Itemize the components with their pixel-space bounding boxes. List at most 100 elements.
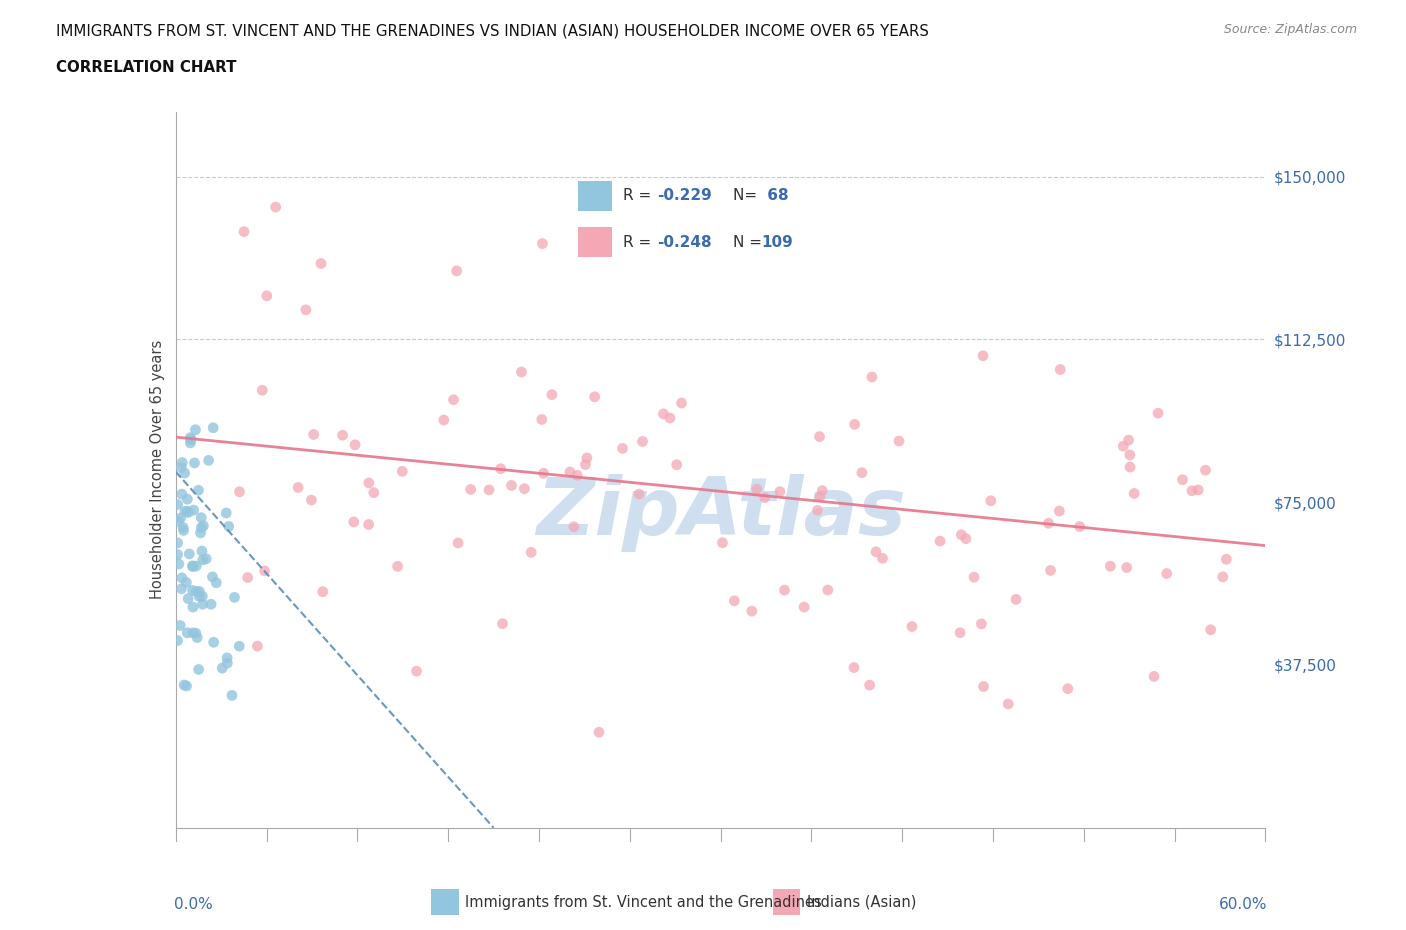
- Point: [754, 490, 776, 505]
- Point: [332, 428, 354, 443]
- Point: [217, 650, 239, 665]
- Point: [287, 480, 309, 495]
- Point: [929, 534, 952, 549]
- Point: [179, 435, 201, 450]
- Point: [501, 478, 523, 493]
- Text: IMMIGRANTS FROM ST. VINCENT AND THE GRENADINES VS INDIAN (ASIAN) HOUSEHOLDER INC: IMMIGRANTS FROM ST. VINCENT AND THE GREN…: [56, 23, 929, 38]
- Point: [180, 432, 202, 447]
- Point: [628, 486, 651, 501]
- Point: [177, 505, 200, 520]
- Point: [1112, 439, 1135, 454]
- Point: [811, 484, 834, 498]
- Point: [1194, 463, 1216, 478]
- Point: [187, 483, 209, 498]
- Point: [567, 468, 589, 483]
- Point: [887, 433, 910, 448]
- Y-axis label: Householder Income Over 65 years: Householder Income Over 65 years: [149, 340, 165, 599]
- Point: [309, 256, 332, 271]
- Point: [170, 460, 193, 475]
- Point: [176, 625, 198, 640]
- Point: [574, 457, 596, 472]
- Point: [658, 410, 681, 425]
- Point: [741, 604, 763, 618]
- Point: [1047, 503, 1070, 518]
- Point: [176, 575, 198, 590]
- Point: [197, 453, 219, 468]
- Point: [190, 520, 212, 535]
- Point: [711, 536, 734, 551]
- Point: [612, 441, 634, 456]
- Point: [193, 518, 215, 533]
- Point: [357, 517, 380, 532]
- Point: [176, 504, 198, 519]
- Point: [391, 464, 413, 479]
- Point: [224, 590, 246, 604]
- Point: [631, 434, 654, 449]
- Point: [181, 626, 204, 641]
- Point: [187, 662, 209, 677]
- Point: [1049, 362, 1071, 377]
- Point: [531, 236, 554, 251]
- Point: [745, 482, 768, 497]
- Point: [252, 383, 274, 398]
- Point: [447, 536, 470, 551]
- Point: [972, 349, 994, 364]
- Point: [228, 639, 250, 654]
- Point: [202, 635, 225, 650]
- Point: [980, 493, 1002, 508]
- Point: [489, 461, 512, 476]
- Point: [808, 489, 831, 504]
- Point: [562, 519, 585, 534]
- Text: Source: ZipAtlas.com: Source: ZipAtlas.com: [1223, 23, 1357, 36]
- Point: [166, 547, 188, 562]
- Point: [191, 543, 214, 558]
- Text: ZipAtlas: ZipAtlas: [536, 473, 905, 551]
- Point: [173, 466, 195, 481]
- Point: [183, 456, 205, 471]
- Point: [172, 455, 194, 470]
- Point: [405, 664, 427, 679]
- Point: [217, 656, 239, 671]
- Point: [188, 584, 211, 599]
- Point: [181, 583, 204, 598]
- Point: [443, 392, 465, 407]
- Text: 0.0%: 0.0%: [174, 897, 212, 912]
- Point: [460, 482, 482, 497]
- Point: [253, 564, 276, 578]
- Point: [179, 431, 201, 445]
- Point: [200, 597, 222, 612]
- Point: [186, 631, 208, 645]
- Point: [520, 545, 543, 560]
- Point: [201, 569, 224, 584]
- Point: [1123, 486, 1146, 501]
- Point: [302, 427, 325, 442]
- Point: [510, 365, 533, 379]
- Point: [859, 678, 882, 693]
- Point: [343, 514, 366, 529]
- Point: [218, 519, 240, 534]
- Point: [446, 263, 468, 278]
- Point: [1119, 459, 1142, 474]
- Point: [205, 576, 228, 591]
- Point: [1099, 559, 1122, 574]
- Point: [963, 570, 986, 585]
- Point: [191, 589, 214, 604]
- Point: [665, 458, 688, 472]
- Point: [950, 527, 973, 542]
- Point: [181, 559, 204, 574]
- Point: [188, 589, 211, 604]
- Text: Indians (Asian): Indians (Asian): [807, 895, 917, 910]
- Point: [1038, 516, 1060, 531]
- Point: [169, 511, 191, 525]
- Point: [671, 395, 693, 410]
- Point: [170, 486, 193, 501]
- Point: [793, 600, 815, 615]
- Point: [166, 536, 188, 551]
- Point: [295, 302, 318, 317]
- Point: [575, 450, 598, 465]
- Point: [186, 559, 208, 574]
- Point: [1005, 591, 1028, 606]
- Point: [806, 503, 828, 518]
- Point: [228, 485, 250, 499]
- Point: [1212, 569, 1234, 584]
